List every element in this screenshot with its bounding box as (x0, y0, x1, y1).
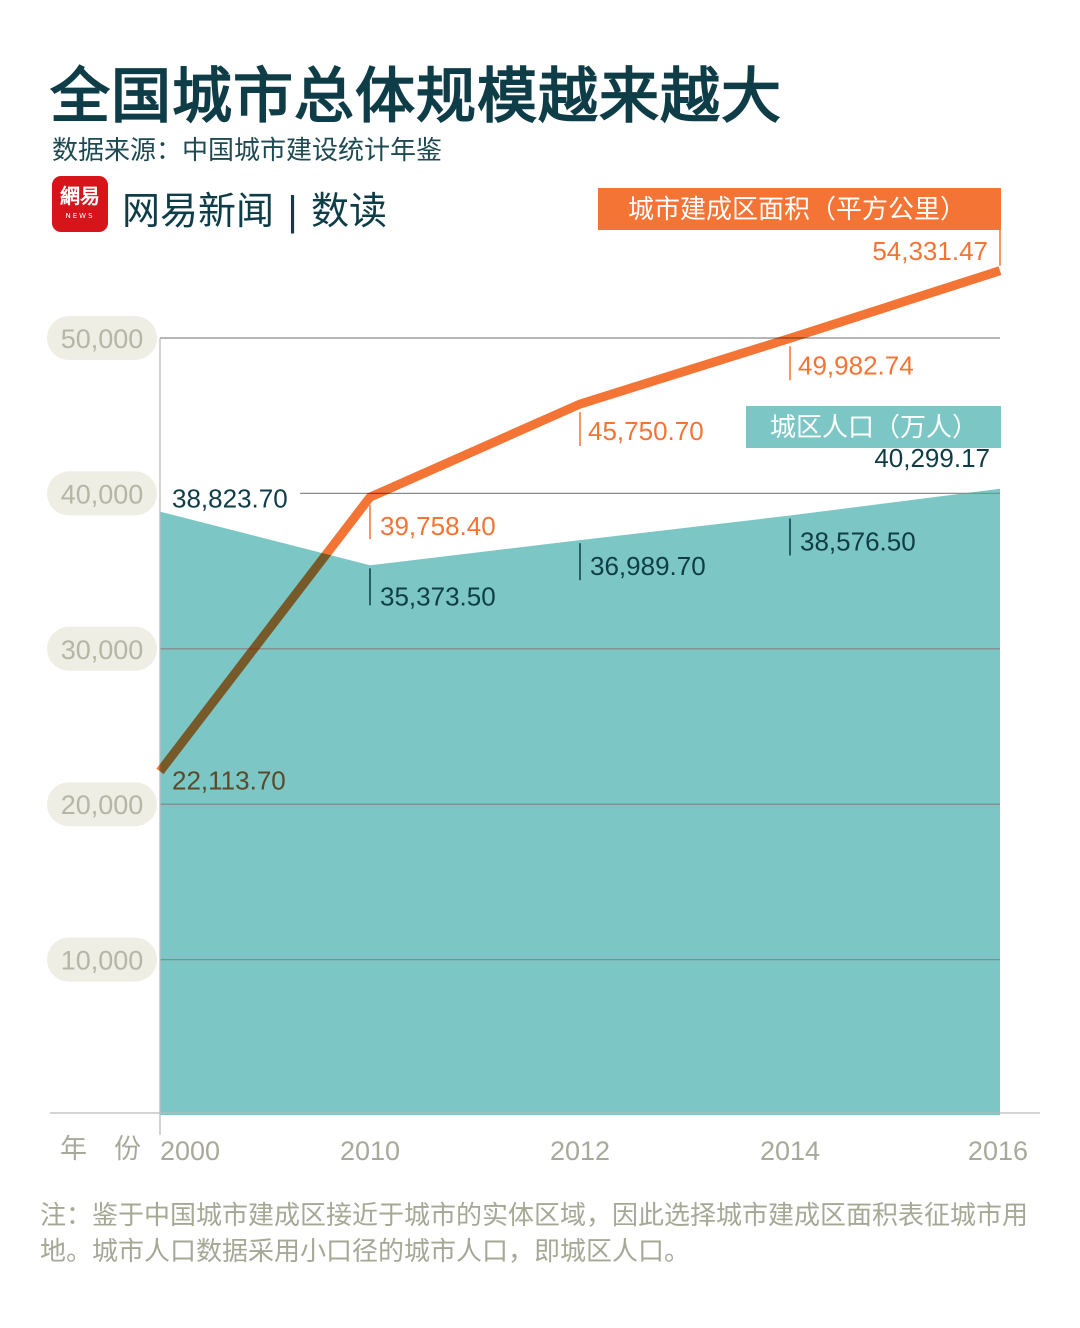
y-tick-label: 10,000 (61, 946, 144, 976)
netease-news-logo: 網易 NEWS (52, 176, 108, 232)
population-label: 38,823.70 (172, 484, 288, 514)
legend-area-box (598, 188, 1001, 230)
area-label: 39,758.40 (380, 511, 496, 541)
x-tick-label: 2000 (160, 1136, 220, 1166)
population-label: 35,373.50 (380, 581, 496, 611)
legend-area-text: 城市建成区面积（平方公里） (628, 195, 966, 225)
population-area (160, 488, 1000, 1116)
y-tick-pill (47, 626, 157, 671)
logo-sub: NEWS (65, 212, 95, 220)
footnote: 注：鉴于中国城市建成区接近于城市的实体区域，因此选择城市建成区面积表征城市用地。… (40, 1201, 1029, 1267)
data-source: 数据来源：中国城市建设统计年鉴 (52, 136, 443, 166)
logo-text: 網易 (60, 184, 100, 208)
x-tick-label: 2014 (760, 1136, 820, 1166)
y-tick-pill (47, 316, 157, 360)
y-tick-label: 30,000 (61, 635, 144, 665)
x-tick-label: 2012 (550, 1136, 610, 1166)
y-tick-pill (47, 937, 157, 982)
brand-name: 网易新闻 | 数读 (122, 189, 387, 233)
y-tick-pill (47, 471, 157, 516)
area-label: 54,331.47 (872, 236, 988, 266)
population-label: 36,989.70 (590, 551, 706, 581)
x-tick-label: 2016 (968, 1136, 1028, 1166)
area-label: 49,982.74 (798, 350, 914, 380)
y-tick-label: 20,000 (61, 790, 144, 820)
chart-title: 全国城市总体规模越来越大 (50, 62, 782, 132)
y-tick-pill (47, 782, 157, 827)
area-label: 22,113.70 (172, 765, 286, 795)
y-tick-label: 50,000 (61, 324, 144, 354)
population-label: 38,576.50 (800, 527, 916, 557)
area-label: 45,750.70 (588, 416, 704, 446)
y-tick-label: 40,000 (61, 479, 144, 509)
area-line (156, 266, 1002, 775)
legend-population-box (746, 406, 1001, 448)
x-tick-label: 2010 (340, 1136, 400, 1166)
x-axis-label: 年 份 (60, 1134, 141, 1164)
legend-population-text: 城区人口（万人） (770, 413, 978, 443)
